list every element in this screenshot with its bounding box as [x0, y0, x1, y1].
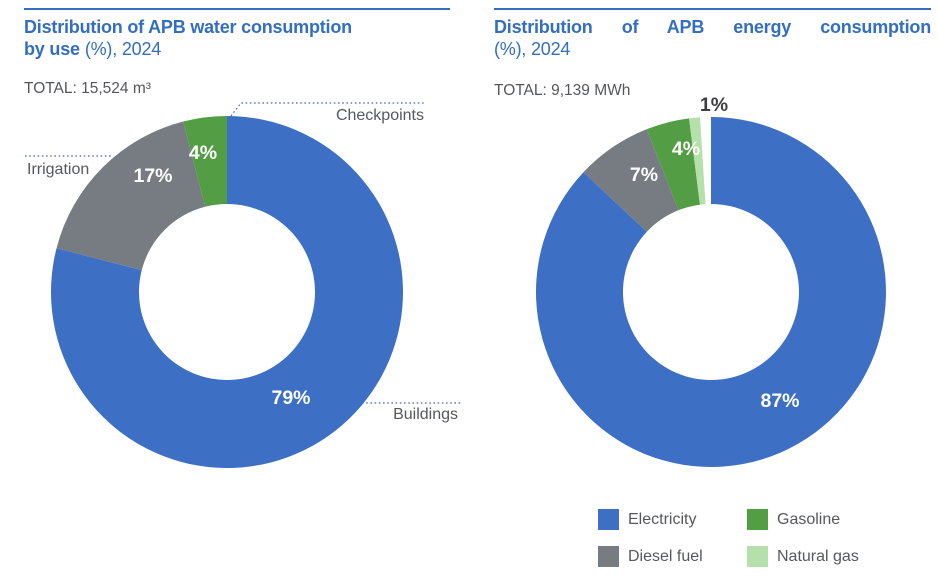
- gasoline-swatch-icon: [747, 509, 768, 530]
- natural-gas-swatch-icon: [747, 546, 768, 567]
- water-slice-label-buildings: Buildings: [393, 406, 458, 423]
- energy-chart-title-suffix: (%), 2024: [494, 39, 571, 59]
- diesel-fuel-swatch-icon: [598, 546, 619, 567]
- energy-percent-label-natural-gas: 1%: [700, 94, 728, 116]
- electricity-swatch-icon: [598, 509, 619, 530]
- legend-item-diesel-fuel: Diesel fuel: [598, 546, 747, 567]
- right-chart-top-rule: [494, 8, 931, 10]
- legend-item-natural-gas: Natural gas: [747, 546, 859, 567]
- water-chart-title-line1: Distribution of APB water consumption: [24, 17, 352, 37]
- left-chart-top-rule: [24, 8, 450, 10]
- water-percent-label-checkpoints: 4%: [189, 142, 217, 164]
- energy-slice-natural-gas: [689, 117, 706, 205]
- legend-label-natural-gas: Natural gas: [777, 547, 859, 565]
- water-slice-checkpoints: [183, 116, 227, 207]
- energy-chart-title-line1: Distribution of APB energy consumption: [494, 17, 931, 37]
- water-slice-buildings: [51, 116, 404, 468]
- water-chart-title-bold2: by use: [24, 39, 80, 59]
- energy-percent-label-diesel-fuel: 7%: [630, 164, 658, 186]
- legend-label-gasoline: Gasoline: [777, 510, 841, 528]
- water-chart-title-suffix: (%), 2024: [84, 39, 162, 59]
- water-total-label: TOTAL: 15,524 m³: [24, 80, 151, 97]
- energy-chart-title: Distribution of APB energy consumption (…: [494, 16, 931, 60]
- legend-label-diesel-fuel: Diesel fuel: [628, 547, 703, 565]
- water-slice-label-checkpoints: Checkpoints: [335, 107, 424, 124]
- legend-label-electricity: Electricity: [628, 510, 697, 528]
- legend-item-gasoline: Gasoline: [747, 509, 859, 530]
- water-leader-line-0: [230, 102, 424, 117]
- legend-item-electricity: Electricity: [598, 509, 747, 530]
- water-slice-label-irrigation: Irrigation: [27, 161, 90, 178]
- water-chart-title: Distribution of APB water consumption by…: [24, 16, 454, 60]
- water-percent-label-buildings: 79%: [271, 387, 310, 409]
- water-slice-irrigation: [56, 121, 206, 271]
- energy-total-label: TOTAL: 9,139 MWh: [494, 82, 631, 99]
- energy-chart-legend: Electricity Gasoline Diesel fuel Natural…: [598, 509, 859, 567]
- energy-slice-diesel-fuel: [583, 129, 679, 232]
- water-chart-title-line2: by use (%), 2024: [24, 38, 454, 60]
- energy-slice-gasoline: [646, 118, 700, 211]
- energy-percent-label-electricity: 87%: [760, 390, 799, 412]
- water-percent-label-irrigation: 17%: [133, 165, 172, 187]
- energy-percent-label-gasoline: 4%: [672, 138, 700, 160]
- energy-slice-electricity: [535, 117, 886, 468]
